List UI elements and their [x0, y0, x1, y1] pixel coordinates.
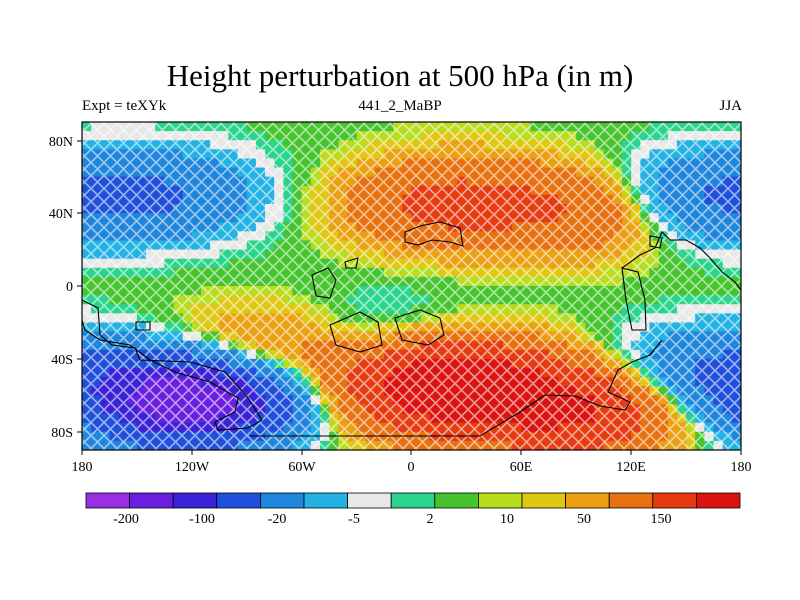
colorbar-box [129, 492, 174, 509]
colorbar-box [259, 492, 305, 509]
lat-label: 40N [49, 207, 73, 222]
colorbar-label: -100 [189, 512, 215, 527]
colorbar-box [85, 492, 130, 509]
colorbar-label: 2 [427, 512, 434, 527]
lon-label: 180 [731, 460, 752, 475]
map-title: Height perturbation at 500 hPa (in m) [166, 58, 634, 93]
colorbar-box [477, 492, 523, 509]
colorbar-labels: -200 -100 -20 -5 2 10 50 150 [113, 512, 671, 527]
run-label: 441_2_MaBP [358, 98, 442, 114]
lon-axis: 180 120W 60W 0 60E 120E 180 [72, 450, 752, 475]
colorbar-box [216, 492, 261, 509]
colorbar-box [434, 492, 479, 509]
lat-label: 80S [51, 426, 73, 441]
lon-label: 120W [175, 460, 210, 475]
experiment-label: Expt = teXYk [82, 98, 167, 114]
colorbar-box [347, 492, 392, 509]
coastline-africa [404, 221, 464, 247]
colorbar-box [652, 492, 697, 509]
season-label: JJA [719, 98, 742, 114]
lon-label: 180 [72, 460, 93, 475]
colorbar-box [608, 492, 654, 509]
lat-label: 0 [66, 280, 73, 295]
lon-label: 120E [616, 460, 646, 475]
coastlines [82, 221, 741, 437]
colorbar [85, 492, 741, 509]
colorbar-label: -200 [113, 512, 139, 527]
colorbar-box [565, 492, 610, 509]
lat-axis: 80N 40N 0 40S 80S [49, 135, 82, 441]
hatching-overlay [82, 122, 741, 450]
colorbar-label: 50 [577, 512, 591, 527]
colorbar-label: 150 [651, 512, 672, 527]
colorbar-label: 10 [500, 512, 514, 527]
coastline-asia [621, 231, 741, 331]
coastline-antarctica [250, 339, 663, 437]
coastline-islands [135, 257, 445, 353]
colorbar-box [696, 492, 741, 509]
colorbar-box [172, 492, 218, 509]
colorbar-box [521, 492, 566, 509]
lon-label: 60E [510, 460, 533, 475]
lon-label: 0 [408, 460, 415, 475]
colorbar-label: -5 [348, 512, 360, 527]
plot-area [82, 122, 741, 450]
colorbar-box [303, 492, 348, 509]
colorbar-box [390, 492, 436, 509]
coastline-south-america [82, 299, 263, 431]
lat-label: 40S [51, 353, 73, 368]
lat-label: 80N [49, 135, 73, 150]
lon-label: 60W [288, 460, 316, 475]
colorbar-label: -20 [268, 512, 287, 527]
